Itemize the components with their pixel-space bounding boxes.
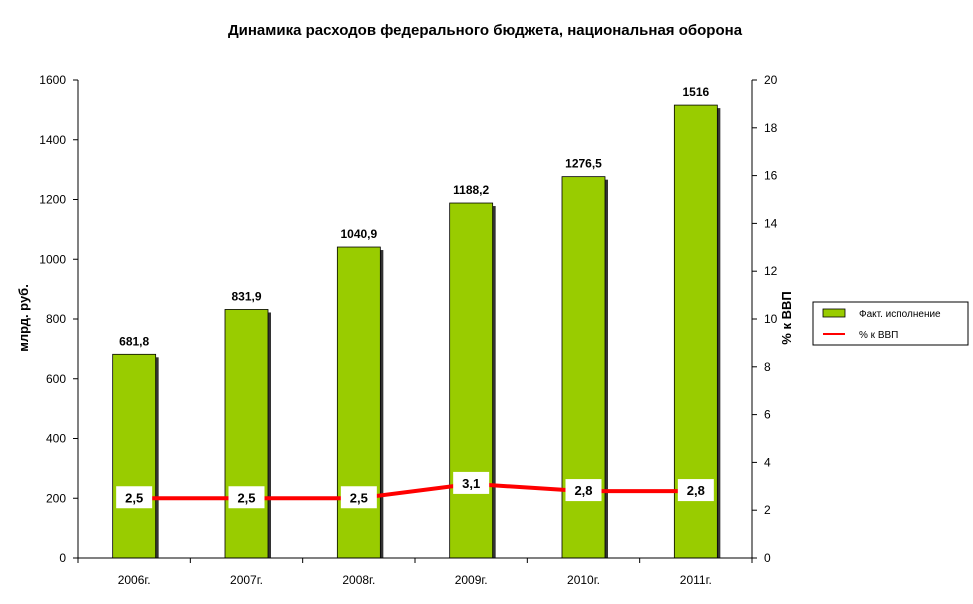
chart-title: Динамика расходов федерального бюджета, … [228,22,743,39]
bar-value-label: 1188,2 [453,183,489,197]
y-axis-label: млрд. руб. [16,284,31,352]
bar-value-label: 1276,5 [565,157,602,171]
line-value-label: 2,5 [237,490,255,505]
y2-tick-label: 4 [764,455,771,469]
y-tick-label: 1600 [39,73,66,87]
y2-tick-label: 8 [764,360,771,374]
y-tick-label: 200 [46,491,66,505]
line-value-label: 3,1 [462,476,480,491]
x-tick-label: 2010г. [567,573,600,587]
line-label-box [677,479,714,502]
y-tick-label: 800 [46,312,66,326]
line-value-label: 2,5 [350,490,368,505]
y2-axis-label: % к ВВП [779,291,794,344]
bar-series [112,104,721,559]
y2-tick-label: 16 [764,169,778,183]
bar [112,353,157,559]
bar [224,309,269,559]
y2-axis-ticks: 0 2 4 6 8 10 12 14 16 18 20 [752,73,778,565]
line-series: 2,5 2,5 2,5 3,1 2,8 2,8 [116,471,714,509]
bar [449,202,494,559]
line-label-box [340,486,377,509]
y-tick-label: 600 [46,372,66,386]
bar-value-label: 1516 [682,85,709,99]
x-tick-label: 2007г. [230,573,263,587]
y-tick-label: 1000 [39,252,66,266]
line-path [134,481,696,501]
bar-value-label: 831,9 [231,289,261,303]
y-tick-label: 1400 [39,133,66,147]
y-tick-label: 400 [46,432,66,446]
y2-tick-label: 10 [764,312,778,326]
y2-tick-label: 0 [764,551,771,565]
x-tick-label: 2009г. [455,573,488,587]
y2-tick-label: 14 [764,216,778,230]
x-tick-label: 2011г. [680,573,712,587]
line-value-label: 2,5 [125,490,143,505]
y2-tick-label: 20 [764,73,778,87]
x-tick-label: 2006г. [118,573,151,587]
line-label-box [453,471,490,494]
bar-value-label: 1040,9 [340,227,377,241]
line-value-label: 2,8 [687,483,705,498]
y-axis-ticks: 0 200 400 600 800 1000 1200 1400 1600 [39,73,78,565]
line-label-box [116,486,153,509]
y2-tick-label: 18 [764,121,778,135]
y2-tick-label: 6 [764,408,771,422]
bar [336,246,381,559]
line-label-box [228,486,265,509]
x-axis-ticks: 2006г. 2007г. 2008г. 2009г. 2010г. 2011г. [77,558,753,587]
y2-tick-label: 2 [764,503,771,517]
y-tick-label: 0 [59,551,66,565]
y-tick-label: 1200 [39,193,66,207]
line-value-label: 2,8 [574,483,592,498]
legend: Факт. исполнение % к ВВП [812,301,969,346]
legend-bar-swatch [822,308,846,318]
legend-item-bar: Факт. исполнение [859,309,941,320]
legend-item-line: % к ВВП [859,330,898,341]
line-label-box [565,479,602,502]
y2-tick-label: 12 [764,264,778,278]
bar-data-labels: 681,8 831,9 1040,9 1188,2 1276,5 1516 [119,85,709,348]
bar-value-label: 681,8 [119,334,149,348]
x-tick-label: 2008г. [342,573,375,587]
